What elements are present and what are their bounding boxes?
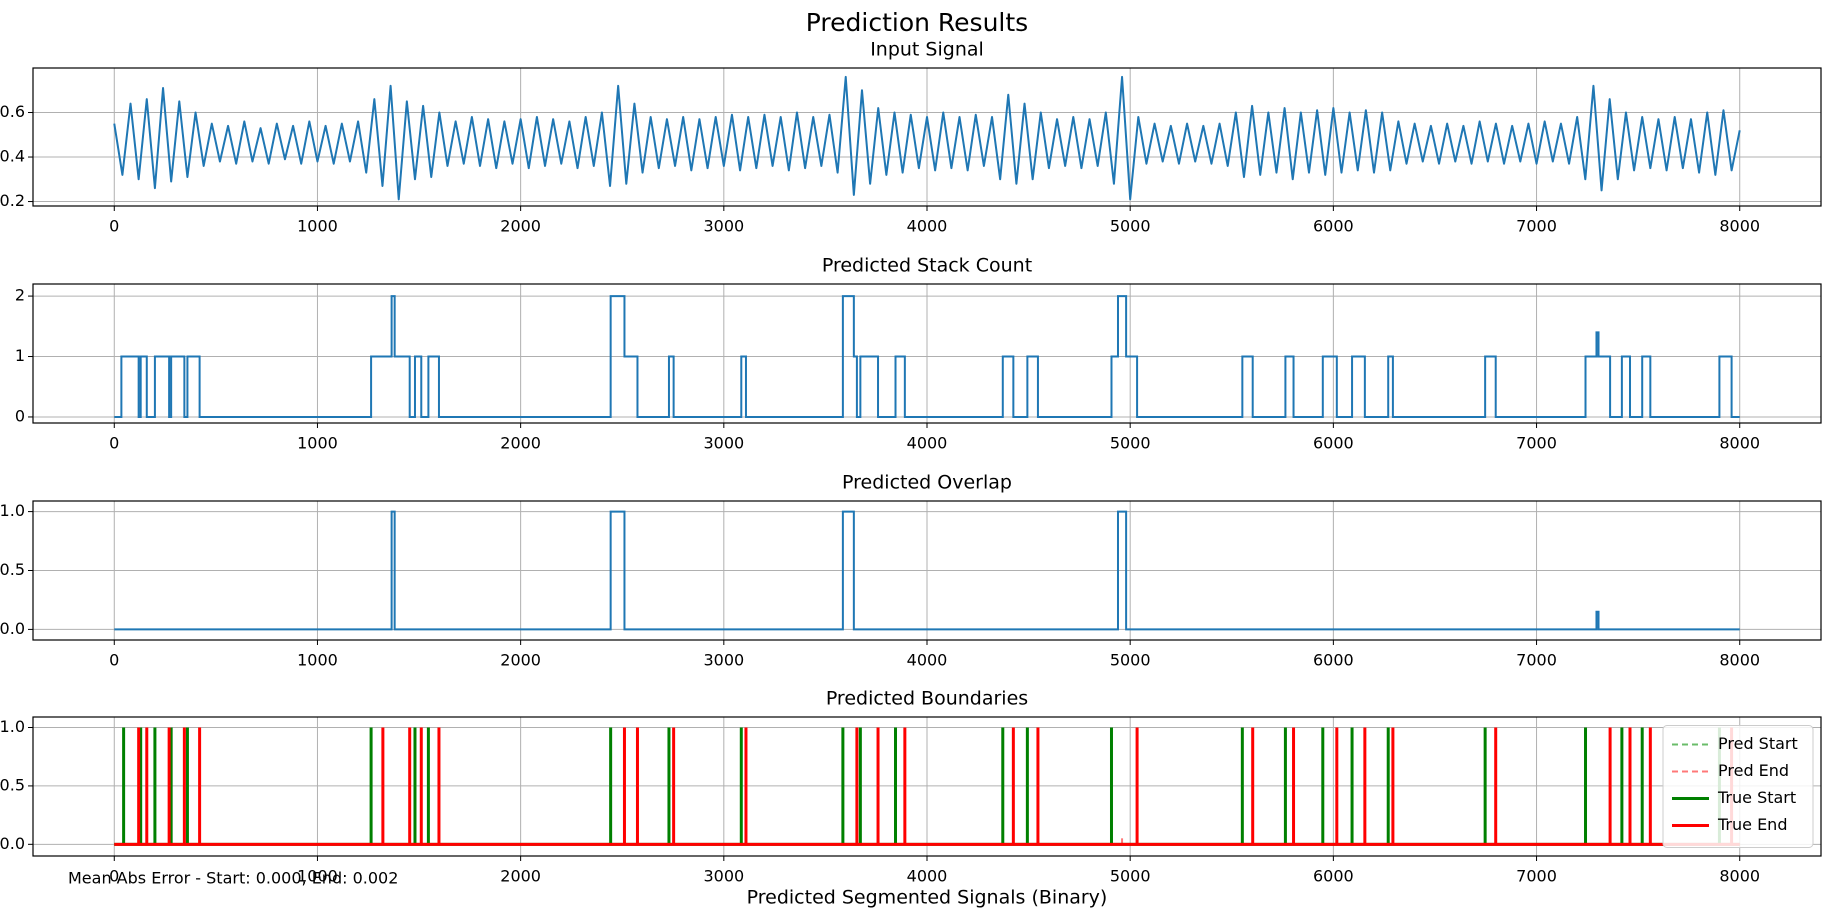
x-tick-label: 8000 (1719, 867, 1760, 886)
figure-title: Prediction Results (806, 8, 1028, 37)
axes-frame (32, 500, 1822, 641)
x-tick-label: 0 (109, 217, 119, 236)
y-tick-label: 1.0 (0, 717, 25, 736)
x-tick-label: 1000 (297, 434, 338, 453)
x-tick-label: 4000 (907, 867, 948, 886)
y-tick-label: 0.2 (0, 191, 25, 210)
x-tick-label: 4000 (907, 217, 948, 236)
x-tick-label: 2000 (500, 867, 541, 886)
x-tick-label: 3000 (703, 217, 744, 236)
x-tick-label: 1000 (297, 651, 338, 670)
x-tick-label: 3000 (703, 867, 744, 886)
step-line (114, 295, 1740, 418)
panel-title: Predicted Stack Count (822, 255, 1032, 277)
x-tick-label: 5000 (1110, 434, 1151, 453)
axes-frame (32, 67, 1822, 207)
error-annotation: Mean Abs Error - Start: 0.000, End: 0.00… (68, 869, 398, 888)
step-line (114, 510, 1740, 631)
x-tick-label: 8000 (1719, 217, 1760, 236)
x-tick-label: 6000 (1313, 651, 1354, 670)
signal-line (113, 75, 1741, 201)
x-tick-label: 4000 (907, 651, 948, 670)
panel-title: Predicted Overlap (842, 472, 1012, 494)
y-tick-label: 0.4 (0, 147, 25, 166)
x-tick-label: 4000 (907, 434, 948, 453)
x-tick-label: 1000 (297, 217, 338, 236)
x-tick-label: 0 (109, 651, 119, 670)
x-tick-label: 7000 (1516, 434, 1557, 453)
plot-area (114, 295, 1740, 418)
x-tick-label: 5000 (1110, 867, 1151, 886)
x-tick-label: 1000 (297, 867, 338, 886)
x-tick-label: 7000 (1516, 217, 1557, 236)
x-tick-label: 0 (109, 867, 119, 886)
y-tick-label: 2 (15, 286, 25, 305)
x-tick-label: 0 (109, 434, 119, 453)
y-tick-label: 0.5 (0, 775, 25, 794)
plot-area (113, 75, 1741, 201)
x-tick-label: 7000 (1516, 651, 1557, 670)
x-tick-label: 2000 (500, 434, 541, 453)
x-tick-label: 6000 (1313, 434, 1354, 453)
x-tick-label: 3000 (703, 651, 744, 670)
y-tick-label: 0.5 (0, 560, 25, 579)
x-tick-label: 6000 (1313, 217, 1354, 236)
x-tick-label: 8000 (1719, 434, 1760, 453)
legend-label: True End (1717, 815, 1787, 834)
axes-frame (32, 716, 1822, 857)
y-tick-label: 0 (15, 406, 25, 425)
x-tick-label: 2000 (500, 217, 541, 236)
legend-label: Pred End (1718, 761, 1789, 780)
y-tick-label: 1 (15, 346, 25, 365)
x-tick-label: 6000 (1313, 867, 1354, 886)
legend-label: True Start (1717, 788, 1796, 807)
x-tick-label: 2000 (500, 651, 541, 670)
y-tick-label: 0.6 (0, 102, 25, 121)
panel-title: Predicted Boundaries (826, 688, 1028, 710)
x-tick-label: 7000 (1516, 867, 1557, 886)
legend-label: Pred Start (1718, 734, 1798, 753)
x-tick-label: 8000 (1719, 651, 1760, 670)
next-panel-title: Predicted Segmented Signals (Binary) (747, 887, 1108, 909)
legend-box (1662, 725, 1814, 848)
x-tick-label: 3000 (703, 434, 744, 453)
panel-title: Input Signal (870, 39, 984, 61)
y-tick-label: 0.0 (0, 834, 25, 853)
x-tick-label: 5000 (1110, 651, 1151, 670)
y-tick-label: 0.0 (0, 619, 25, 638)
plot-area (114, 510, 1740, 631)
y-tick-label: 1.0 (0, 501, 25, 520)
axes-frame (32, 283, 1822, 424)
x-tick-label: 5000 (1110, 217, 1151, 236)
